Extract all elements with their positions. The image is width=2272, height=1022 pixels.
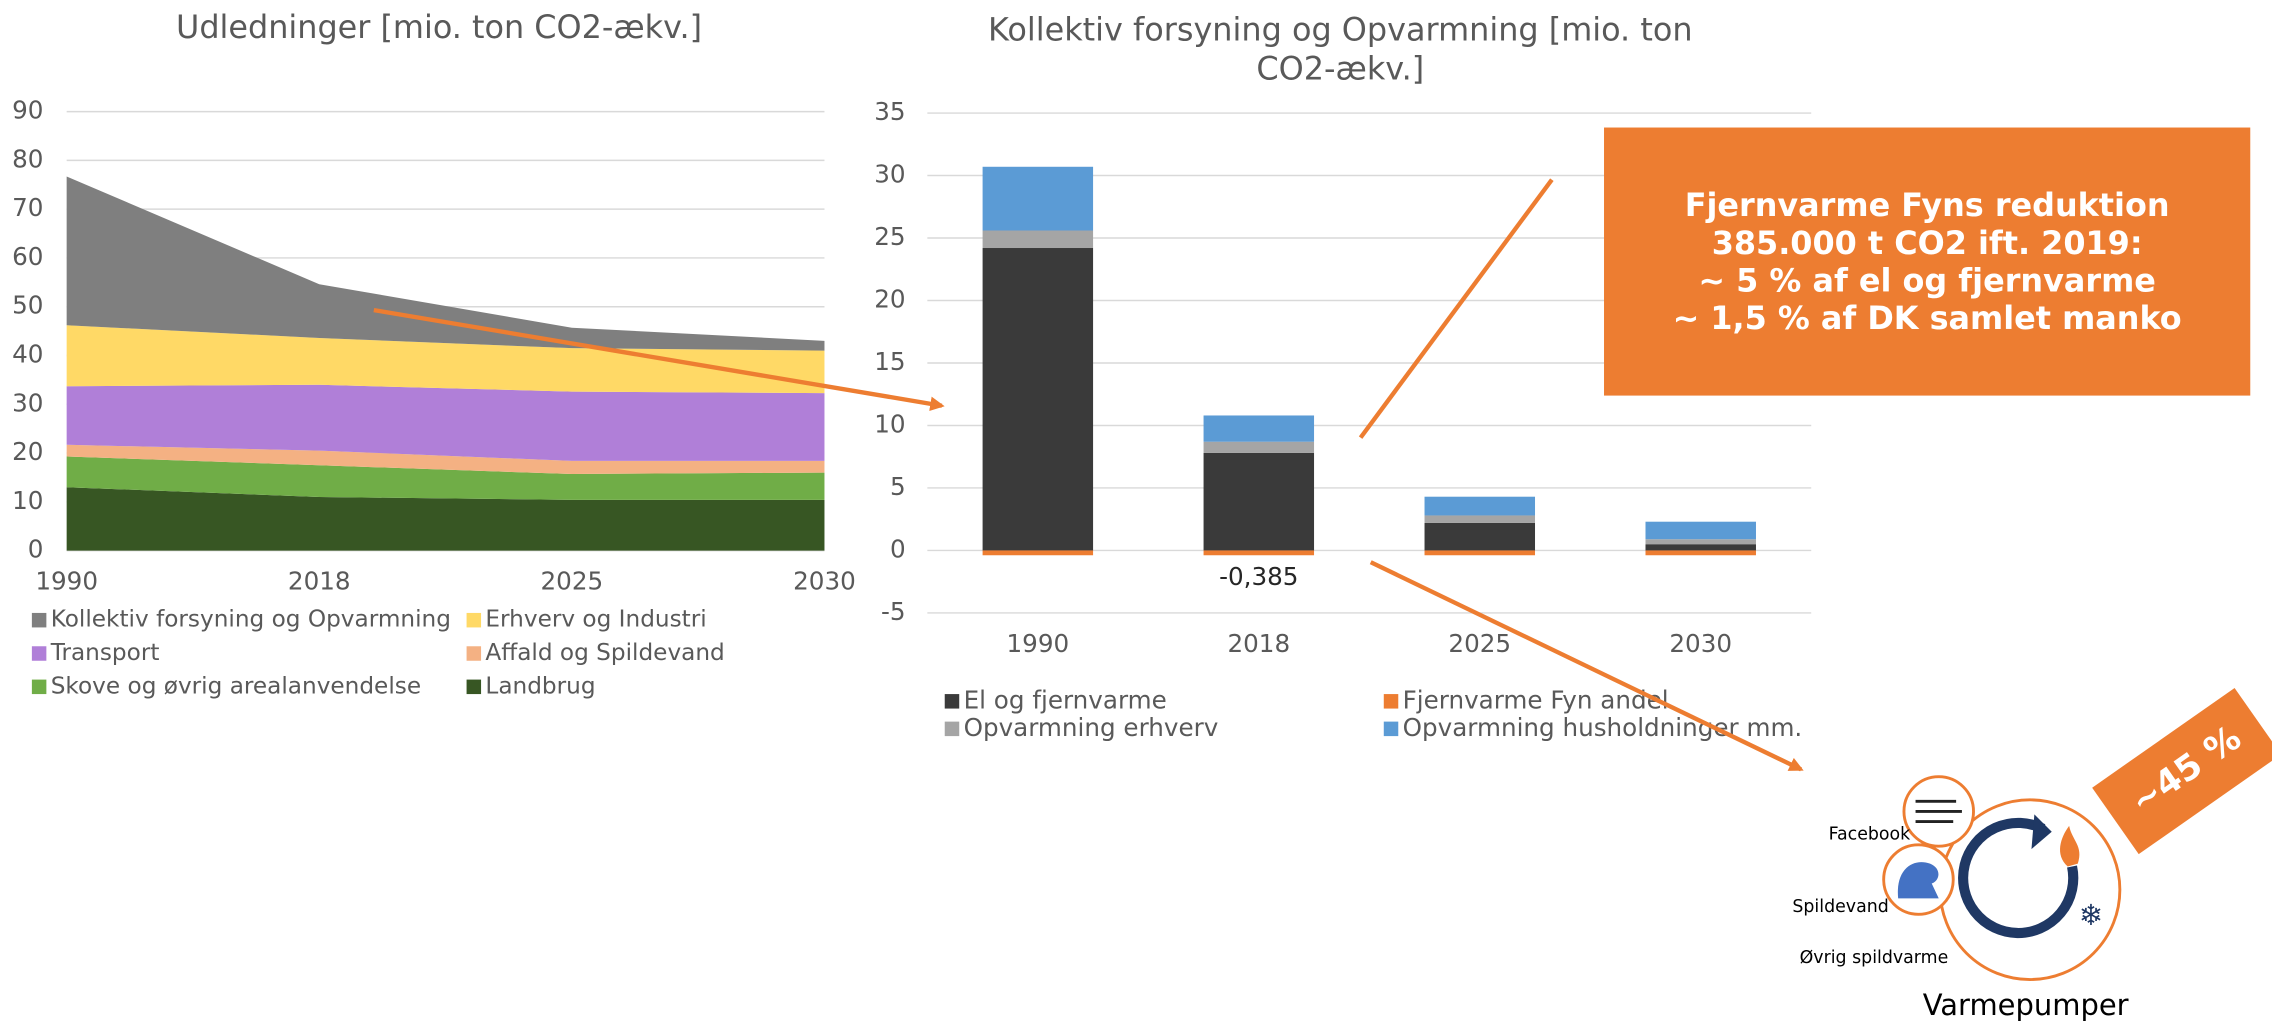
y-tick-label: 30 (12, 388, 43, 417)
y-tick-label: 25 (874, 222, 905, 251)
legend-swatch (467, 646, 481, 660)
bar-segment (1204, 442, 1314, 453)
callout-line: Fjernvarme Fyns reduktion (1685, 186, 2170, 224)
y-tick-label: 35 (874, 97, 905, 126)
legend-label: El og fjernvarme (964, 685, 1167, 714)
y-tick-label: 5 (890, 472, 906, 501)
y-tick-label: 40 (12, 340, 43, 369)
x-tick-label: 2030 (793, 567, 856, 596)
arrow (1361, 180, 1552, 438)
y-tick-label: 30 (874, 160, 905, 189)
y-tick-label: 10 (874, 409, 905, 438)
y-tick-label: 15 (874, 347, 905, 376)
x-tick-label: 2025 (1448, 629, 1511, 658)
callout-line: ~ 5 % af el og fjernvarme (1698, 262, 2155, 300)
area (67, 176, 825, 350)
legend-label: Transport (50, 639, 160, 666)
legend-swatch (467, 680, 481, 694)
snow-icon: ❄ (2079, 898, 2103, 932)
x-tick-label: 2025 (541, 567, 604, 596)
legend-label: Opvarmning erhverv (964, 713, 1219, 742)
y-tick-label: 80 (12, 144, 43, 173)
y-tick-label: 20 (12, 437, 43, 466)
legend-swatch (1384, 694, 1398, 708)
chart-title-box: Kollektiv forsyning og Opvarmning [mio. … (949, 12, 1731, 99)
legend-swatch (32, 680, 46, 694)
value-label: -0,385 (1219, 562, 1298, 591)
x-tick-label: 2018 (1227, 629, 1290, 658)
bar-segment (1645, 550, 1755, 555)
y-tick-label: 0 (28, 535, 44, 564)
y-tick-label: 20 (874, 284, 905, 313)
y-tick-label: 60 (12, 242, 43, 271)
legend-swatch (467, 613, 481, 627)
x-tick-label: 2030 (1669, 629, 1732, 658)
x-tick-label: 1990 (35, 567, 98, 596)
diagram-label: Facebook (1829, 825, 1912, 845)
bar-segment (983, 167, 1093, 231)
bar-segment (1645, 522, 1755, 539)
legend-label: Opvarmning husholdninger mm. (1403, 713, 1803, 742)
y-tick-label: 10 (12, 486, 43, 515)
percent-tag: ~45 % (2092, 688, 2272, 854)
y-tick-label: 70 (12, 193, 43, 222)
bar-segment (983, 550, 1093, 555)
legend-label: Fjernvarme Fyn andel (1403, 685, 1669, 714)
bar-segment (983, 231, 1093, 248)
diagram-caption: Varmepumper (1923, 988, 2129, 1022)
callout-line: ~ 1,5 % af DK samlet manko (1673, 299, 2182, 337)
x-tick-label: 2018 (288, 567, 351, 596)
legend-swatch (32, 646, 46, 660)
callout-line: 385.000 t CO2 ift. 2019: (1712, 224, 2143, 262)
bar-segment (1425, 515, 1535, 522)
legend-label: Kollektiv forsyning og Opvarmning (51, 606, 451, 633)
diagram-label: Spildevand (1792, 897, 1888, 917)
bar-segment (1204, 453, 1314, 550)
bar-segment (1425, 523, 1535, 550)
x-tick-label: 1990 (1006, 629, 1069, 658)
legend-label: Skove og øvrig arealanvendelse (51, 672, 421, 699)
legend-swatch (945, 694, 959, 708)
slide: Udledninger [mio. ton CO2-ækv.] Kollekti… (0, 0, 2272, 1022)
legend-swatch (1384, 722, 1398, 736)
y-tick-label: 50 (12, 291, 43, 320)
bar-segment (1204, 415, 1314, 441)
bar-segment (983, 248, 1093, 550)
y-tick-label: 0 (890, 534, 906, 563)
chart-title: Kollektiv forsyning og Opvarmning [mio. … (949, 12, 1731, 90)
y-tick-label: -5 (881, 597, 906, 626)
legend-label: Erhverv og Industri (485, 606, 706, 633)
legend-swatch (945, 722, 959, 736)
diagram-label: Øvrig spildvarme (1800, 948, 1949, 968)
bar-segment (1645, 544, 1755, 550)
bar-segment (1645, 539, 1755, 544)
legend-swatch (32, 613, 46, 627)
bar-segment (1425, 497, 1535, 516)
y-tick-label: 90 (12, 96, 43, 125)
bar-segment (1204, 550, 1314, 555)
bar-segment (1425, 550, 1535, 555)
legend-label: Landbrug (485, 672, 595, 699)
chart-title: Udledninger [mio. ton CO2-ækv.] (176, 8, 702, 46)
legend-label: Affald og Spildevand (485, 639, 724, 666)
